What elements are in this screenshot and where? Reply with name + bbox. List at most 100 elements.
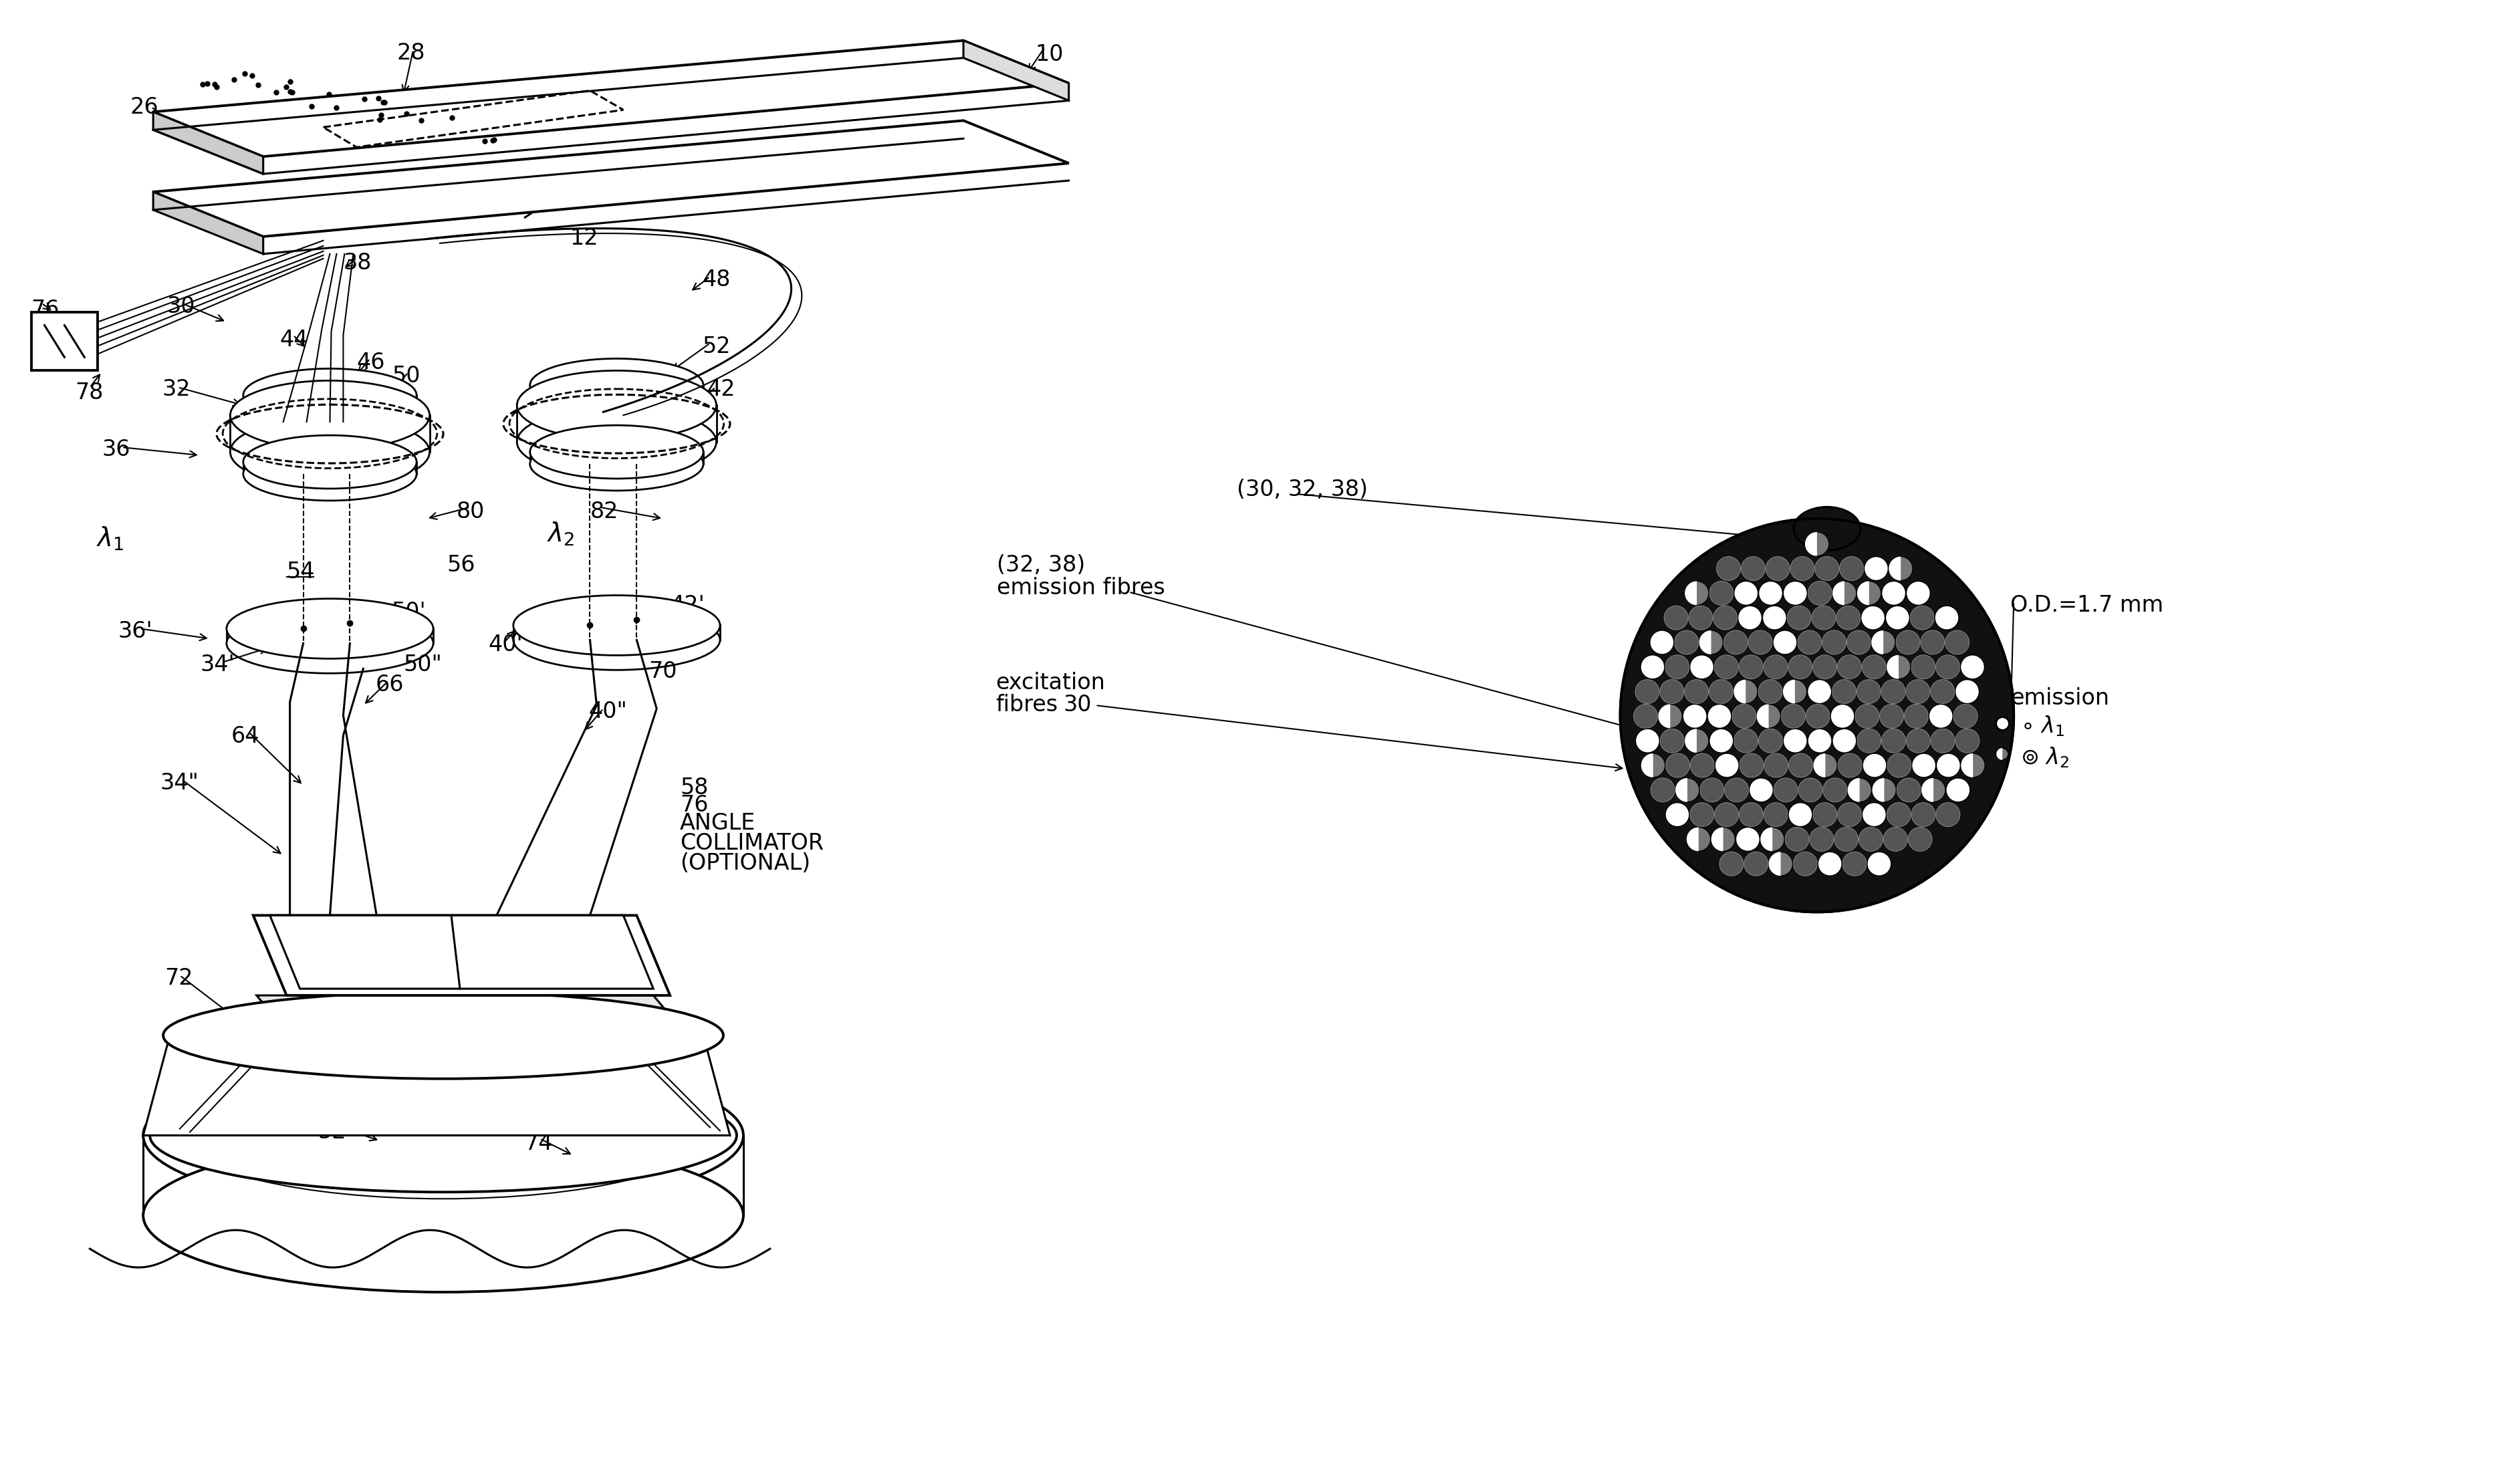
- Text: 60: 60: [353, 942, 381, 965]
- Text: (32, 38): (32, 38): [998, 554, 1086, 576]
- Polygon shape: [1712, 827, 1722, 852]
- Circle shape: [1690, 654, 1715, 680]
- Polygon shape: [1858, 582, 1870, 605]
- Circle shape: [1895, 631, 1920, 654]
- Circle shape: [1757, 582, 1782, 605]
- Circle shape: [1808, 582, 1833, 605]
- Circle shape: [1823, 778, 1848, 801]
- Text: 40': 40': [489, 634, 524, 656]
- Circle shape: [1833, 729, 1855, 752]
- Circle shape: [1905, 680, 1930, 703]
- Ellipse shape: [231, 417, 429, 487]
- Polygon shape: [1735, 680, 1745, 703]
- Text: 30: 30: [165, 295, 196, 318]
- Circle shape: [1782, 582, 1808, 605]
- Circle shape: [1747, 631, 1772, 654]
- Circle shape: [1798, 631, 1823, 654]
- Text: 44: 44: [281, 328, 308, 350]
- Circle shape: [1823, 631, 1845, 654]
- Ellipse shape: [143, 1138, 745, 1293]
- Ellipse shape: [529, 371, 704, 424]
- Polygon shape: [1685, 729, 1697, 752]
- Circle shape: [1830, 705, 1855, 729]
- Circle shape: [1710, 729, 1732, 752]
- Circle shape: [1665, 754, 1690, 778]
- Polygon shape: [1642, 754, 1652, 778]
- Circle shape: [1863, 803, 1885, 827]
- Circle shape: [1765, 803, 1787, 827]
- Circle shape: [1712, 605, 1737, 629]
- Circle shape: [1910, 605, 1935, 629]
- Ellipse shape: [226, 613, 434, 674]
- Text: 50": 50": [404, 654, 441, 677]
- Circle shape: [1930, 729, 1955, 752]
- Circle shape: [1685, 582, 1710, 605]
- Ellipse shape: [516, 407, 717, 476]
- Circle shape: [1905, 729, 1930, 752]
- Ellipse shape: [1793, 508, 1860, 551]
- Circle shape: [1757, 705, 1780, 729]
- Circle shape: [1840, 556, 1863, 580]
- Circle shape: [1740, 803, 1762, 827]
- Polygon shape: [1657, 705, 1670, 729]
- Text: 76: 76: [30, 298, 60, 321]
- Circle shape: [1928, 705, 1953, 729]
- Polygon shape: [1848, 778, 1860, 801]
- Text: 80: 80: [456, 500, 484, 522]
- Ellipse shape: [243, 368, 416, 421]
- Circle shape: [1635, 680, 1660, 703]
- Circle shape: [1700, 631, 1722, 654]
- Circle shape: [1910, 803, 1935, 827]
- Circle shape: [1785, 827, 1810, 852]
- Circle shape: [1848, 778, 1873, 801]
- Polygon shape: [1760, 827, 1772, 852]
- Polygon shape: [1687, 827, 1700, 852]
- Text: fibres: fibres: [995, 695, 1058, 717]
- Text: 52': 52': [594, 620, 629, 643]
- Polygon shape: [1873, 778, 1885, 801]
- Circle shape: [1782, 705, 1805, 729]
- Text: 78: 78: [75, 381, 103, 404]
- Ellipse shape: [243, 447, 416, 500]
- Ellipse shape: [243, 380, 416, 433]
- Circle shape: [1782, 680, 1808, 703]
- Circle shape: [1873, 778, 1895, 801]
- Text: 52: 52: [702, 335, 730, 358]
- Circle shape: [1762, 605, 1787, 629]
- Polygon shape: [226, 629, 434, 644]
- Polygon shape: [153, 191, 263, 254]
- Circle shape: [1735, 680, 1757, 703]
- Circle shape: [1715, 803, 1737, 827]
- Circle shape: [1858, 827, 1883, 852]
- Polygon shape: [529, 386, 704, 398]
- Text: 48: 48: [702, 269, 730, 291]
- Polygon shape: [963, 40, 1068, 101]
- Circle shape: [1675, 778, 1700, 801]
- Circle shape: [1665, 654, 1690, 680]
- Circle shape: [1707, 705, 1732, 729]
- Circle shape: [1787, 654, 1813, 680]
- Circle shape: [1798, 778, 1823, 801]
- Circle shape: [1793, 852, 1818, 876]
- Text: 32: 32: [163, 378, 191, 401]
- Circle shape: [1945, 631, 1968, 654]
- Polygon shape: [153, 40, 1068, 156]
- Polygon shape: [243, 462, 416, 473]
- Circle shape: [1838, 654, 1860, 680]
- Circle shape: [1955, 729, 1981, 752]
- Polygon shape: [1920, 778, 1933, 801]
- Text: 40: 40: [549, 367, 579, 389]
- Circle shape: [1757, 729, 1782, 752]
- Circle shape: [1920, 778, 1945, 801]
- Circle shape: [1813, 654, 1838, 680]
- Text: 50: 50: [391, 365, 421, 387]
- Text: 42: 42: [707, 378, 735, 401]
- Polygon shape: [1685, 582, 1697, 605]
- Circle shape: [1883, 827, 1908, 852]
- Circle shape: [1863, 654, 1885, 680]
- Text: 28: 28: [396, 42, 426, 64]
- Polygon shape: [516, 405, 717, 442]
- Circle shape: [1808, 729, 1833, 752]
- Circle shape: [1813, 803, 1838, 827]
- Text: emission: emission: [2011, 687, 2108, 709]
